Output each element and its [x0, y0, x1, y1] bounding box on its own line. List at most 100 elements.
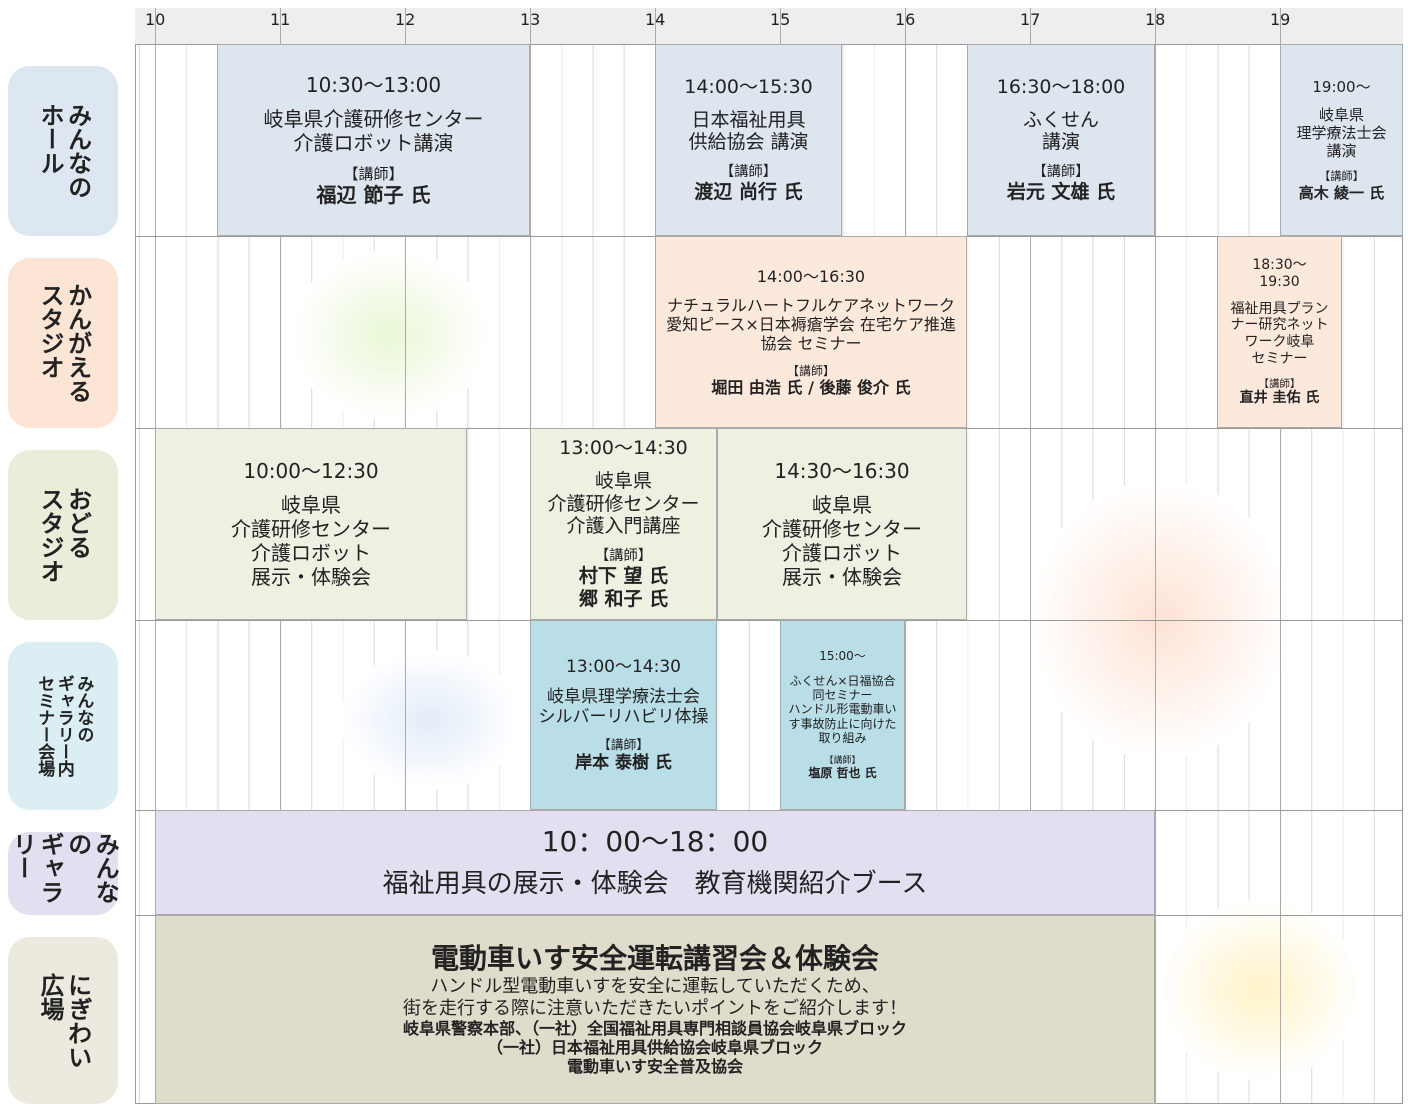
room-label: おどる スタジオ: [8, 450, 118, 620]
time-text: 19:30: [1259, 273, 1300, 290]
title-line: シルバーリハビリ体操: [538, 707, 709, 728]
title-line: 介護ロボット講演: [293, 131, 454, 155]
speaker-name: 塩原 哲也 氏: [808, 766, 877, 781]
title-line: 協会 セミナー: [760, 334, 862, 354]
event-title: ナチュラルハートフルケアネットワーク 愛知ピース×日本褥瘡学会 在宅ケア推進 協会 …: [666, 296, 956, 354]
title-line: 介護研修センター: [762, 517, 922, 541]
room-line: みんなの: [63, 832, 120, 904]
hour-header: [135, 8, 1403, 45]
event-time: 10:00～12:30: [243, 459, 378, 483]
title-line: 福祉用具の展示・体験会 教育機関紹介ブース: [382, 868, 928, 899]
title-line: 日本福祉用具: [691, 108, 806, 131]
speaker-name: 岩元 文雄 氏: [1006, 181, 1116, 204]
room-line: みんなの: [73, 675, 94, 743]
room-line: にぎわい: [63, 972, 92, 1069]
lecturer-label: 【講師】: [598, 737, 649, 753]
hour-line: [1280, 8, 1281, 1104]
room-line: ギャラリー内: [53, 675, 74, 777]
event-time: 10：00～18：00: [542, 825, 769, 859]
room-line: おどる: [63, 487, 92, 559]
event-title: 日本福祉用具 供給協会 講演: [688, 109, 808, 155]
room-name: みんなの ホール: [35, 103, 92, 199]
title-line: 電動車いす安全運転講習会＆体験会: [430, 942, 879, 976]
room-label: みんなの ギャラリー: [8, 832, 120, 915]
event-box: 19:00～ 岐阜県 理学療法士会 講演【講師】 高木 綾一 氏: [1280, 44, 1403, 236]
title-line: ハンドル形電動車い: [788, 702, 897, 717]
room-line: スタジオ: [36, 283, 64, 379]
lecturer-label: 【講師】: [1258, 377, 1301, 390]
event-box: 14:00～16:30 ナチュラルハートフルケアネットワーク 愛知ピース×日本褥瘡学…: [655, 236, 967, 428]
room-name: おどる スタジオ: [35, 487, 92, 583]
speaker-name: 岸本 泰樹 氏: [575, 753, 672, 774]
event-box: 13:00～14:30 岐阜県理学療法士会 シルバーリハビリ体操【講師】 岸本 泰樹 …: [530, 620, 717, 810]
room-name: みんなの ギャラリー: [8, 832, 120, 915]
room-line: スタジオ: [36, 487, 64, 583]
time-text: 13:00～14:30: [559, 437, 688, 460]
title-line: 岐阜県警察本部、（一社）全国福祉用具専門相談員協会岐阜県ブロック: [402, 1019, 907, 1039]
room-name: みんなの ギャラリー内 セミナー会場: [34, 675, 93, 777]
event-title: 岐阜県理学療法士会 シルバーリハビリ体操: [539, 687, 709, 728]
robot-illustration: [290, 250, 490, 420]
title-line: 岐阜県介護研修センター: [263, 107, 484, 131]
time-text: 13:00～14:30: [566, 656, 681, 677]
title-line: 福祉用具プラン: [1230, 300, 1329, 317]
event-box: 15:00～ ふくせん×日福協合 同セミナー ハンドル形電動車い す事故防止に向けた 取り…: [780, 620, 905, 810]
title-line: 同セミナー: [812, 688, 873, 703]
lecturer-label: 【講師】: [343, 165, 404, 183]
event-time: 13:00～14:30: [559, 437, 688, 460]
room-line: みんなの: [63, 103, 92, 199]
title-line: 展示・体験会: [251, 565, 371, 589]
event-time: 14:00～15:30: [684, 76, 813, 99]
event-title: 電動車いす安全運転講習会＆体験会 ハンドル型電動車いすを安全に運転していただくため…: [403, 942, 907, 1076]
title-line: ナチュラルハートフルケアネットワーク: [666, 296, 955, 316]
title-line: 介護研修センター: [231, 517, 391, 541]
event-box: 14:00～15:30 日本福祉用具 供給協会 講演 【講師】 渡辺 尚行 氏: [655, 44, 842, 236]
event-time: 13:00～14:30: [566, 657, 681, 677]
title-line: （一社）日本福祉用具供給協会岐阜県ブロック: [486, 1038, 823, 1058]
event-box: 10:00～12:30 岐阜県 介護研修センター 介護ロボット 展示・体験会: [155, 428, 467, 620]
row-line: [135, 620, 1403, 621]
event-title: ふくせん×日福協合 同セミナー ハンドル形電動車い す事故防止に向けた 取り組み: [788, 674, 896, 746]
event-title: 福祉用具の展示・体験会 教育機関紹介ブース: [383, 869, 928, 900]
event-title: 岐阜県 介護研修センター 介護ロボット 展示・体験会: [231, 493, 391, 589]
title-line: ふくせん: [1022, 108, 1099, 131]
room-name: かんがえる スタジオ: [35, 283, 92, 403]
event-box: 18:30～ 19:30 福祉用具プラン ナー研究ネット ワーク岐阜 セミナー 【講師】 直井…: [1217, 236, 1342, 428]
time-text: 18:30～: [1252, 256, 1307, 273]
time-text: 16:30～18:00: [996, 75, 1126, 98]
title-line: 電動車いす安全普及協会: [566, 1057, 743, 1077]
time-text: 10:30～13:00: [305, 73, 442, 97]
event-time: 16:30～18:00: [997, 76, 1126, 99]
hour-line: [1030, 8, 1031, 1104]
event-title: 岐阜県 介護研修センター 介護ロボット 展示・体験会: [762, 493, 922, 589]
lecturer-label: 【講師】: [719, 164, 777, 181]
time-text: 15:00～: [819, 649, 866, 664]
title-line: 介護ロボット: [782, 541, 902, 565]
room-name: にぎわい 広場: [35, 972, 92, 1069]
speaker-name: 高木 綾一 氏: [1298, 183, 1385, 202]
event-title: 岐阜県 理学療法士会 講演: [1296, 106, 1386, 160]
room-label: みんなの ホール: [8, 66, 118, 236]
event-title: 岐阜県 介護研修センター 介護入門講座: [547, 470, 699, 538]
title-line: 供給協会 講演: [688, 131, 809, 154]
room-label: みんなの ギャラリー内 セミナー会場: [8, 642, 118, 810]
event-title: ふくせん 講演: [1023, 109, 1099, 155]
time-text: 19:00～: [1312, 78, 1371, 97]
time-text: 10:00～12:30: [243, 459, 379, 483]
speaker-name: 村下 望 氏: [578, 565, 669, 588]
event-time: 15:00～: [819, 649, 866, 663]
title-line: ハンドル型電動車いすを安全に運転していただくため、: [430, 975, 880, 997]
title-line: 街を走行する際に注意いただきたいポイントをご紹介します！: [402, 997, 907, 1019]
title-line: ナー研究ネット: [1230, 317, 1329, 334]
event-box: 10：00～18：00 福祉用具の展示・体験会 教育機関紹介ブース: [155, 810, 1155, 915]
event-box: 電動車いす安全運転講習会＆体験会 ハンドル型電動車いすを安全に運転していただくため…: [155, 915, 1155, 1104]
title-line: 展示・体験会: [782, 565, 902, 589]
event-box: 10:30～13:00 岐阜県介護研修センター 介護ロボット講演【講師】 福辺 節子 …: [217, 44, 530, 236]
title-line: 岐阜県理学療法士会: [547, 686, 700, 707]
speaker-name: 堀田 由浩 氏 / 後藤 俊介 氏: [711, 377, 911, 397]
speaker-name: 福辺 節子 氏: [316, 183, 431, 207]
lecturer-label: 【講師】: [1032, 164, 1090, 181]
event-title: 岐阜県介護研修センター 介護ロボット講演: [264, 107, 484, 155]
lecturer-label: 【講師】: [1318, 170, 1364, 184]
